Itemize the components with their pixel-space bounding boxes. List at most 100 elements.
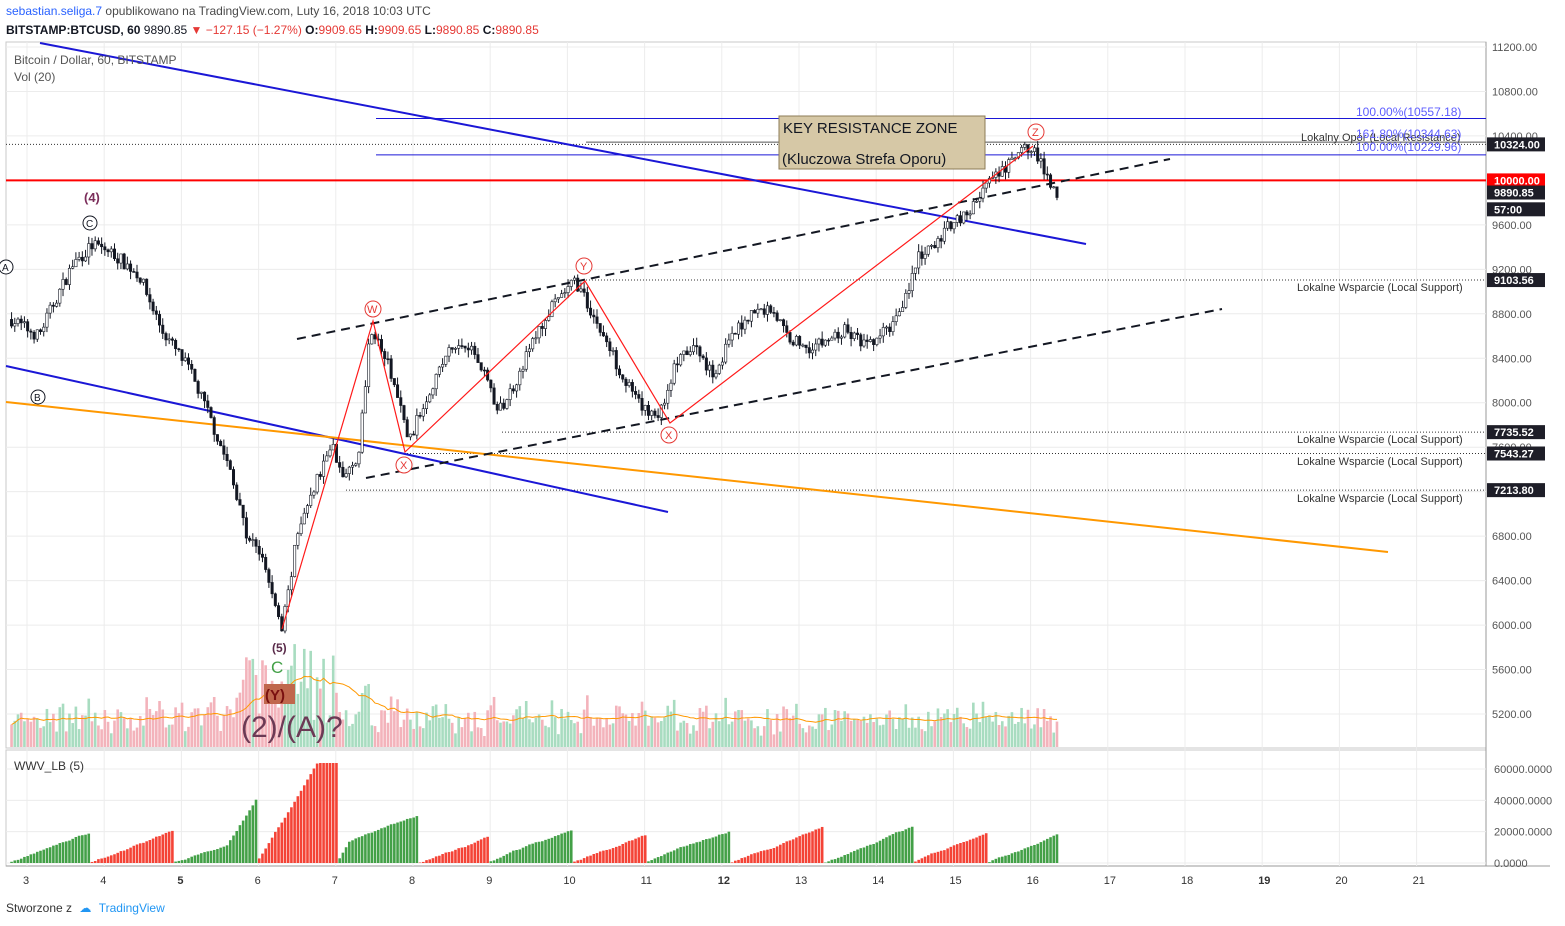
wwv-bar — [467, 845, 470, 863]
candle-body — [868, 339, 872, 342]
volume-bar — [849, 720, 853, 747]
wave-x1-marker — [395, 456, 413, 474]
wwv-bar — [653, 858, 657, 863]
volume-bar — [35, 718, 39, 747]
volume-bar — [264, 665, 267, 747]
candle-body — [508, 388, 512, 400]
volume-bar — [93, 712, 97, 747]
wwv-bar — [878, 840, 882, 863]
wave-a-circle-label: A — [2, 263, 9, 274]
candle-body — [354, 463, 358, 466]
candle-body — [646, 405, 650, 416]
wwv-bar — [705, 839, 708, 863]
time-tick-label: 15 — [949, 875, 961, 887]
candle-body — [653, 410, 657, 416]
open-label: O: — [305, 23, 319, 37]
wwv-bar — [647, 861, 650, 863]
wwv-bar — [219, 847, 222, 863]
wwv-bar — [357, 837, 361, 863]
candle-body — [39, 329, 43, 332]
candle-body — [405, 419, 409, 438]
wwv-bar — [975, 837, 978, 863]
volume-bar — [688, 733, 692, 747]
volume-bar — [84, 715, 87, 747]
candle-body — [408, 433, 412, 438]
candle-body — [685, 350, 689, 356]
volume-bar — [753, 728, 756, 747]
wwv-bar — [174, 861, 177, 863]
volume-bar — [296, 693, 300, 747]
volume-bar — [354, 714, 358, 747]
wwv-bar — [97, 859, 100, 863]
volume-bar — [981, 701, 985, 747]
wwv-bar — [602, 850, 605, 863]
candle-body — [206, 400, 210, 408]
wwv-bar — [460, 847, 464, 863]
candle-body — [833, 331, 837, 339]
volume-bar — [734, 711, 737, 747]
wwv-bar — [180, 860, 184, 863]
candle-body — [666, 389, 670, 404]
volume-bar — [621, 713, 625, 747]
candle-body — [775, 312, 779, 321]
candle-body — [547, 316, 551, 321]
volume-bar — [322, 658, 325, 747]
volume-bar — [528, 719, 531, 747]
candle-body — [971, 201, 975, 215]
volume-bar — [811, 726, 814, 747]
candle-body — [103, 246, 107, 251]
wwv-bar — [261, 853, 264, 863]
author-link[interactable]: sebastian.seliga.7 — [6, 4, 103, 18]
price-tick-label: 8400.00 — [1492, 353, 1532, 365]
time-axis[interactable]: 3 4 5 6 7 8 9 10 11 12 13 14 15 16 17 18 19 20 21 — [23, 875, 1425, 887]
candle-body — [592, 314, 596, 318]
candle-body — [823, 339, 827, 346]
wwv-bar — [1020, 849, 1023, 863]
volume-bar — [762, 726, 766, 747]
wwv-bar — [495, 858, 499, 863]
wave-x2-label: X — [665, 430, 673, 442]
candle-body — [650, 410, 654, 416]
tradingview-logo-icon[interactable]: ☁ — [79, 901, 92, 915]
candle-body — [273, 593, 277, 606]
wwv-bar — [959, 843, 962, 863]
volume-bar — [772, 734, 776, 747]
volume-bar — [200, 725, 203, 747]
volume-bar — [341, 719, 345, 747]
wwv-bar — [52, 845, 55, 863]
volume-bar — [463, 717, 467, 747]
wwv-bar — [380, 828, 383, 863]
channel-upper-dashed — [296, 158, 1171, 340]
volume-bar — [824, 707, 827, 747]
wwv-bar — [315, 763, 319, 863]
tradingview-link[interactable]: TradingView — [98, 901, 165, 915]
volume-bar — [161, 709, 165, 747]
low-label: L: — [424, 23, 436, 37]
candle-body — [161, 324, 165, 334]
candle-body — [913, 267, 917, 274]
volume-bar — [290, 665, 293, 747]
volume-bar — [438, 717, 441, 747]
wwv-bar — [81, 835, 84, 863]
wwv-bar — [936, 851, 940, 863]
wwv-bar — [58, 843, 62, 863]
candle-body — [1055, 186, 1059, 198]
volume-bar — [299, 681, 303, 747]
volume-bar — [930, 726, 933, 747]
volume-bar — [393, 711, 396, 747]
candle-body — [183, 357, 187, 361]
volume-bar — [470, 731, 473, 747]
candle-body — [788, 332, 792, 343]
wwv-bar — [393, 823, 396, 863]
volume-bar — [972, 702, 975, 747]
candle-body — [122, 253, 126, 270]
wwv-bar — [142, 842, 145, 863]
volume-bar — [643, 710, 647, 747]
volume-bar — [611, 723, 615, 747]
open-value: 9909.65 — [318, 23, 362, 37]
candle-body — [51, 304, 55, 307]
candle-body — [232, 469, 236, 486]
wwv-bar — [476, 840, 480, 863]
candle-body — [785, 325, 789, 333]
